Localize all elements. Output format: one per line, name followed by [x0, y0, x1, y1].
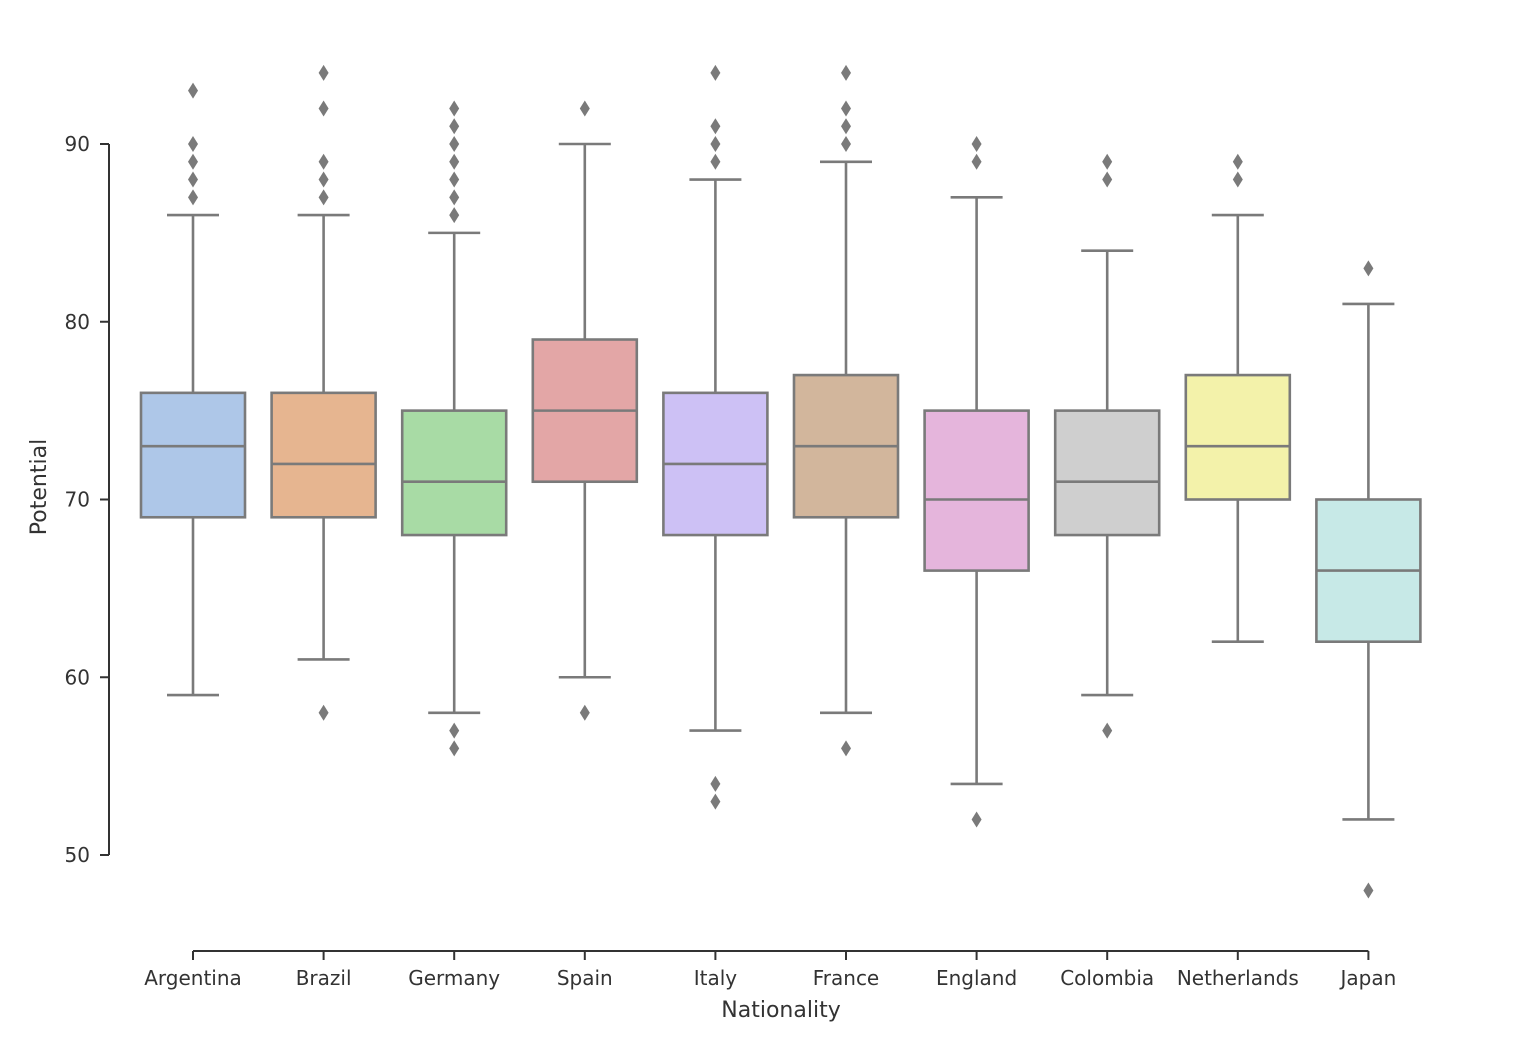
x-tick-label: Spain: [557, 966, 613, 990]
y-tick-label: 90: [65, 132, 90, 156]
outlier-point: [841, 100, 851, 117]
outlier-point: [579, 100, 590, 117]
box-group-spain: [531, 100, 639, 721]
outlier-point: [449, 153, 460, 170]
x-tick-label: Germany: [408, 966, 500, 990]
outlier-point: [318, 704, 329, 721]
outlier-point: [841, 118, 851, 135]
outlier-point: [710, 775, 721, 792]
outlier-point: [971, 136, 982, 152]
x-axis-title: Nationality: [721, 998, 840, 1023]
outlier-point: [710, 118, 721, 135]
y-tick-label: 70: [65, 488, 90, 512]
box-group-germany: [400, 100, 508, 757]
y-axis: 50 60 70 80 90: [65, 132, 110, 867]
outlier-point: [449, 189, 460, 206]
outlier-point: [188, 153, 198, 170]
y-axis-title: Potential: [27, 439, 52, 535]
outlier-point: [188, 189, 198, 206]
outlier-point: [449, 722, 460, 739]
box-group-italy: [662, 64, 769, 810]
x-tick-label: France: [813, 966, 880, 990]
box-series: [139, 64, 1422, 899]
outlier-point: [1232, 153, 1243, 170]
outlier-point: [449, 100, 460, 117]
outlier-point: [318, 153, 329, 170]
box-group-england: [923, 136, 1030, 828]
box-group-argentina: [139, 82, 247, 697]
outlier-point: [449, 171, 460, 188]
outlier-point: [188, 171, 198, 188]
x-tick-label: Italy: [694, 966, 738, 990]
outlier-point: [318, 100, 329, 117]
outlier-point: [710, 793, 721, 810]
outlier-point: [1363, 260, 1374, 277]
outlier-point: [1232, 171, 1243, 188]
outlier-point: [318, 64, 329, 81]
outlier-point: [188, 136, 198, 152]
outlier-point: [1102, 153, 1113, 170]
outlier-point: [841, 136, 851, 152]
outlier-point: [449, 740, 460, 757]
outlier-point: [188, 82, 198, 99]
box-england: [923, 409, 1030, 572]
y-tick-label: 80: [65, 310, 90, 334]
outlier-point: [710, 153, 721, 170]
x-tick-label: Netherlands: [1177, 966, 1299, 990]
y-tick-label: 50: [65, 843, 90, 867]
box-brazil: [270, 391, 377, 519]
y-tick-label: 60: [65, 665, 90, 689]
box-group-colombia: [1053, 153, 1161, 739]
outlier-point: [971, 153, 982, 170]
outlier-point: [449, 136, 460, 152]
outlier-point: [449, 207, 460, 224]
outlier-point: [449, 118, 460, 135]
x-axis: Argentina Brazil Germany Spain Italy France En…: [144, 950, 1397, 990]
outlier-point: [1363, 882, 1374, 899]
x-tick-label: Colombia: [1060, 966, 1154, 990]
box-germany: [400, 409, 508, 537]
box-group-netherlands: [1184, 153, 1292, 644]
outlier-point: [318, 171, 329, 188]
outlier-point: [318, 189, 329, 206]
outlier-point: [710, 64, 721, 81]
box-colombia: [1053, 409, 1161, 537]
box-group-france: [792, 64, 900, 757]
x-tick-label: Japan: [1339, 966, 1397, 990]
outlier-point: [579, 704, 590, 721]
x-tick-label: Argentina: [144, 966, 242, 990]
x-tick-label: Brazil: [296, 966, 352, 990]
box-argentina: [139, 391, 247, 519]
outlier-point: [710, 136, 721, 152]
outlier-point: [971, 811, 982, 828]
x-tick-label: England: [936, 966, 1017, 990]
box-netherlands: [1184, 373, 1292, 501]
box-group-japan: [1315, 260, 1422, 899]
outlier-point: [1102, 722, 1113, 739]
outlier-point: [841, 64, 851, 81]
outlier-point: [1102, 171, 1113, 188]
outlier-point: [841, 740, 851, 757]
box-group-brazil: [270, 64, 377, 721]
